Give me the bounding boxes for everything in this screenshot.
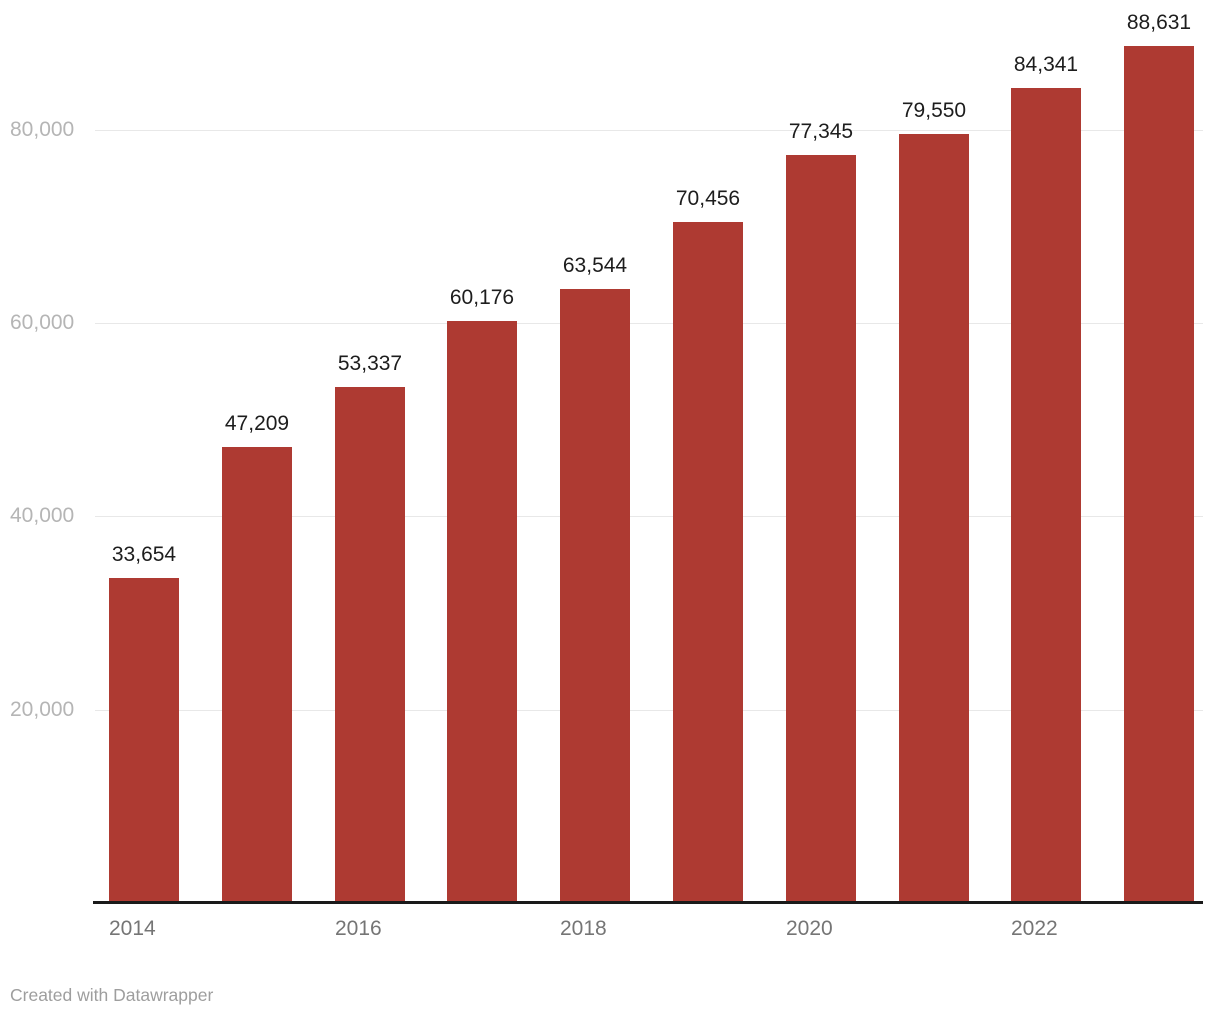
bar-2022 [1011,88,1081,903]
bar-value-label: 70,456 [675,187,741,210]
bar-value-label: 77,345 [788,120,854,143]
x-axis-tick-label: 2016 [335,917,382,940]
bar-value-label: 88,631 [1126,11,1192,34]
bar-value-label: 47,209 [224,412,290,435]
bar-2023 [1124,46,1194,903]
bar-2020 [786,155,856,903]
y-gridline [95,323,1203,324]
y-axis-tick-label: 80,000 [10,118,75,141]
datawrapper-credit-link[interactable]: Created with Datawrapper [10,985,214,1005]
bar-2021 [899,134,969,903]
bar-value-label: 84,341 [1013,53,1079,76]
y-gridline [95,130,1203,131]
y-gridline [95,516,1203,517]
x-axis-tick-label: 2014 [109,917,156,940]
bar-value-label: 33,654 [111,543,177,566]
y-axis-tick-label: 40,000 [10,504,75,527]
bar-value-label: 60,176 [449,286,515,309]
bar-value-label: 53,337 [337,352,403,375]
y-axis-tick-label: 20,000 [10,698,75,721]
bar-2016 [335,387,405,903]
bar-2017 [447,321,517,903]
x-axis-tick-label: 2022 [1011,917,1058,940]
y-gridline [95,710,1203,711]
bar-value-label: 63,544 [562,254,628,277]
x-axis-tick-label: 2018 [560,917,607,940]
bar-2018 [560,289,630,903]
bar-value-label: 79,550 [901,99,967,122]
x-axis-line [93,901,1203,904]
plot-area: 20,000 40,000 60,000 80,000 33,654 47,209 53,3… [10,11,1203,940]
y-axis-tick-label: 60,000 [10,311,75,334]
bar-2015 [222,447,292,903]
x-axis-tick-label: 2020 [786,917,833,940]
bar-2019 [673,222,743,903]
bar-2014 [109,578,179,903]
